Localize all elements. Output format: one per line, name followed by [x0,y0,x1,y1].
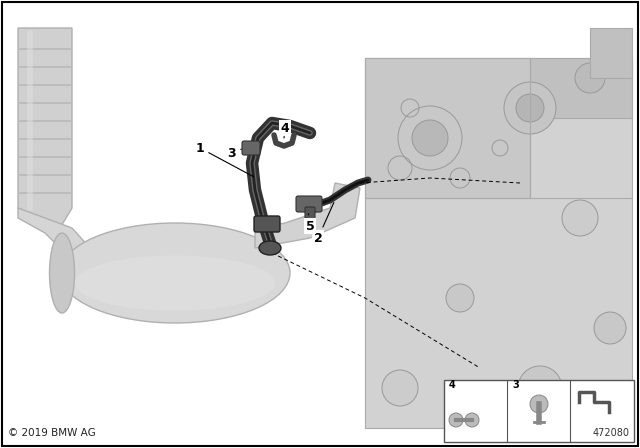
FancyBboxPatch shape [254,216,280,232]
Circle shape [446,284,474,312]
Circle shape [465,413,479,427]
FancyBboxPatch shape [305,207,315,221]
Circle shape [594,312,626,344]
Circle shape [398,106,462,170]
Text: 3: 3 [228,146,241,159]
Text: 4: 4 [280,121,289,138]
Circle shape [575,63,605,93]
Text: 2: 2 [314,202,334,245]
Polygon shape [18,28,72,228]
Polygon shape [365,58,530,198]
Ellipse shape [75,255,275,310]
Ellipse shape [259,241,281,255]
Ellipse shape [49,233,74,313]
Polygon shape [365,58,632,118]
Text: 1: 1 [196,142,253,177]
Polygon shape [255,183,360,248]
Polygon shape [18,208,95,293]
Circle shape [382,370,418,406]
Text: 5: 5 [306,214,314,233]
Text: 472080: 472080 [593,428,630,438]
FancyBboxPatch shape [242,141,260,155]
Circle shape [449,413,463,427]
Circle shape [516,94,544,122]
Polygon shape [365,58,632,428]
Circle shape [412,120,448,156]
Text: © 2019 BMW AG: © 2019 BMW AG [8,428,96,438]
Circle shape [562,200,598,236]
Polygon shape [590,28,632,78]
Circle shape [504,82,556,134]
Text: 3: 3 [512,380,519,390]
Circle shape [530,395,548,413]
FancyBboxPatch shape [296,196,322,212]
Text: 4: 4 [449,380,456,390]
Circle shape [518,366,562,410]
Bar [444,380,634,442]
Ellipse shape [60,223,290,323]
